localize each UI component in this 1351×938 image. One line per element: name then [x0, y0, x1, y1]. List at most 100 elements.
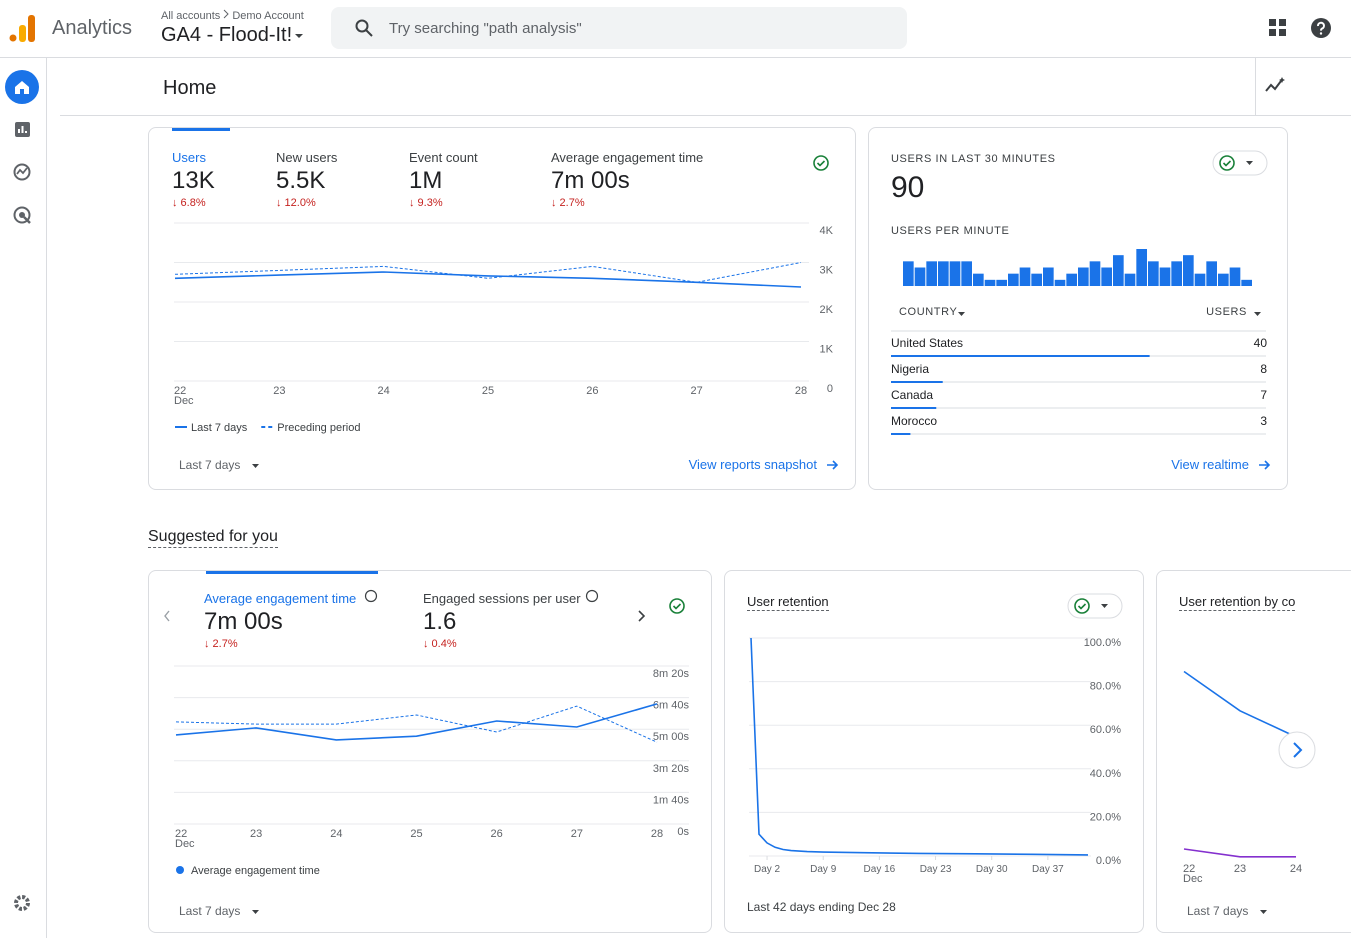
y-tick-label: 5m 00s: [653, 731, 690, 743]
bar: [973, 273, 984, 286]
x-month-label: Dec: [1183, 873, 1203, 885]
y-tick-label: 100.0%: [1084, 637, 1122, 649]
y-tick-label: 0: [827, 383, 833, 395]
bar: [1043, 267, 1054, 286]
bar: [903, 261, 914, 286]
apps-icon[interactable]: [1269, 19, 1287, 37]
card-title[interactable]: User retention: [747, 594, 829, 611]
x-tick-label: 25: [410, 828, 422, 840]
chart: [891, 150, 1271, 470]
column-header[interactable]: COUNTRY: [899, 306, 958, 318]
date-range[interactable]: Last 7 days: [179, 458, 241, 472]
link[interactable]: View realtime: [1171, 457, 1249, 472]
metric-value: 1M: [409, 167, 443, 194]
metric-label[interactable]: New users: [276, 150, 338, 165]
status-icon: [1219, 155, 1235, 171]
side-nav: [0, 58, 47, 938]
status-pill[interactable]: [1212, 150, 1268, 176]
country-users: 3: [1260, 414, 1267, 428]
bar: [984, 279, 996, 286]
nav-explore[interactable]: [13, 163, 31, 181]
top-bar: Analytics All accounts Demo Account GA4 -…: [0, 0, 1351, 58]
column-header[interactable]: USERS: [1206, 306, 1247, 318]
bar: [1206, 261, 1217, 286]
x-tick-label: 27: [571, 828, 583, 840]
active-tab: [172, 128, 230, 131]
x-tick-label: Day 16: [864, 864, 896, 875]
metric-change: ↓ 9.3%: [409, 197, 443, 209]
metric-value: 13K: [172, 167, 215, 194]
line-series: [174, 271, 802, 288]
search-box[interactable]: Try searching "path analysis": [331, 7, 907, 49]
page-title: Home: [163, 77, 217, 99]
link[interactable]: View reports snapshot: [688, 457, 817, 472]
section-title: Suggested for you: [148, 528, 278, 548]
status-icon: [1074, 598, 1090, 614]
search-placeholder: Try searching "path analysis": [389, 20, 582, 37]
status-icon: [669, 598, 685, 614]
breadcrumb-item[interactable]: All accounts: [161, 10, 221, 22]
metric-label[interactable]: Average engagement time: [204, 591, 357, 606]
metric-label[interactable]: Event count: [409, 150, 478, 165]
status-check: [1077, 603, 1087, 610]
status-pill[interactable]: [1067, 593, 1123, 619]
help-icon: [364, 589, 378, 603]
y-tick-label: 2K: [820, 304, 834, 316]
card-footer: Last 42 days ending Dec 28: [747, 900, 896, 914]
x-tick-label: 27: [691, 385, 703, 397]
x-tick-label: 28: [795, 385, 807, 397]
metric-label[interactable]: Engaged sessions per user: [423, 591, 581, 606]
chart: 0.0% 20.0% 40.0% 60.0% 80.0% 100.0% Day 2 Day 9…: [749, 593, 1123, 875]
y-tick-label: 6m 40s: [653, 700, 690, 712]
y-tick-label: 80.0%: [1090, 681, 1121, 693]
legend-label: Average engagement time: [191, 865, 320, 877]
country-users: 40: [1253, 336, 1267, 350]
logo: [9, 15, 35, 42]
next-button[interactable]: [1277, 730, 1317, 770]
prev-icon[interactable]: [164, 610, 170, 622]
dropdown-icon: [958, 312, 965, 316]
metric-value: 1.6: [423, 608, 457, 635]
realtime-value: 90: [891, 171, 925, 204]
property-selector[interactable]: GA4 - Flood-It!: [161, 24, 306, 47]
card-title[interactable]: User retention by cohort: [1179, 594, 1295, 611]
x-tick-label: Day 2: [754, 864, 781, 875]
dropdown-icon: [1260, 910, 1267, 914]
x-tick-label: 26: [586, 385, 598, 397]
breadcrumb-item[interactable]: Demo Account: [232, 10, 304, 22]
active-tab: [206, 571, 378, 574]
metric-label[interactable]: Users: [172, 150, 206, 165]
help-icon[interactable]: [1311, 18, 1331, 38]
date-range[interactable]: Last 7 days: [179, 904, 241, 918]
metric-label[interactable]: Average engagement time: [551, 150, 704, 165]
x-tick-label: 26: [491, 828, 503, 840]
x-tick-label: 24: [378, 385, 390, 397]
country-bar: [891, 381, 943, 383]
bar: [1054, 279, 1066, 286]
chevron: [223, 9, 230, 19]
country-users: 7: [1260, 388, 1267, 402]
bar: [1136, 249, 1147, 286]
metric-change: ↓ 2.7%: [204, 638, 238, 650]
dropdown-icon: [252, 464, 259, 468]
y-tick-label: 3m 20s: [653, 763, 690, 775]
line-series: [175, 703, 658, 741]
line-series: [750, 637, 1089, 856]
status-icon: [813, 155, 829, 171]
metric-change: ↓ 6.8%: [172, 197, 206, 209]
bar: [1171, 261, 1182, 286]
divider: [1255, 58, 1256, 115]
dropdown-icon: [1246, 161, 1253, 165]
nav-advertising[interactable]: [13, 206, 31, 224]
x-tick-label: Day 9: [810, 864, 837, 875]
insights-icon[interactable]: [1265, 76, 1287, 94]
realtime-card: USERS IN LAST 30 MINUTES 90 USERS PER MINU…: [868, 127, 1288, 490]
nav-settings[interactable]: [14, 895, 30, 911]
next-icon[interactable]: [638, 610, 646, 622]
country-bar: [891, 355, 1150, 357]
metric-value: 7m 00s: [204, 608, 283, 635]
date-range[interactable]: Last 7 days: [1187, 904, 1249, 918]
status-check: [672, 603, 682, 610]
line-series: [1183, 670, 1297, 738]
